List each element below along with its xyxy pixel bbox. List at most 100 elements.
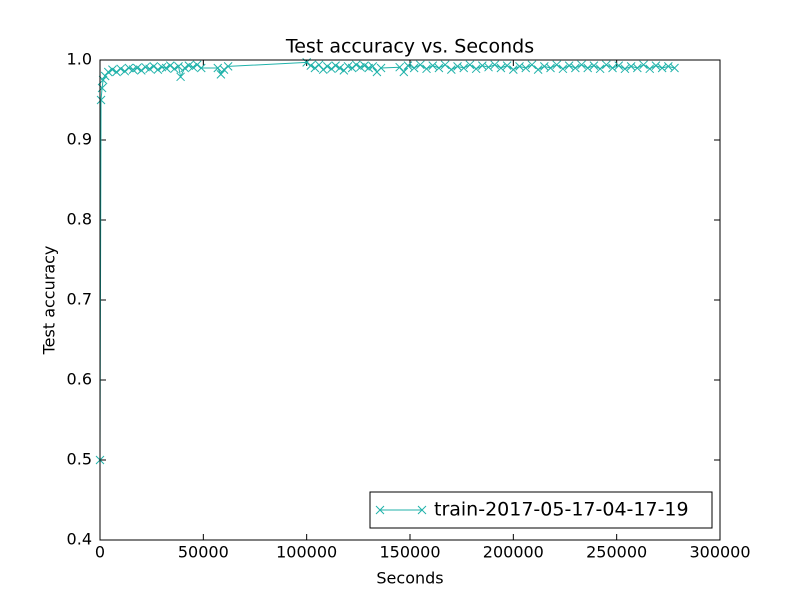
marker xyxy=(347,63,357,73)
marker xyxy=(103,67,113,77)
marker xyxy=(422,64,431,74)
marker xyxy=(188,62,198,72)
y-axis-label: Test accuracy xyxy=(40,246,59,356)
marker xyxy=(502,61,512,70)
marker xyxy=(327,64,336,74)
x-tick-label: 100000 xyxy=(276,543,337,562)
marker xyxy=(663,62,673,71)
marker xyxy=(484,62,493,72)
marker xyxy=(145,64,154,74)
y-tick-label: 0.9 xyxy=(67,130,92,149)
marker xyxy=(161,63,171,73)
x-axis-label: Seconds xyxy=(376,569,443,588)
marker xyxy=(136,66,146,75)
marker xyxy=(577,60,586,70)
marker xyxy=(149,62,159,71)
marker xyxy=(440,60,450,70)
marker xyxy=(670,63,679,73)
marker xyxy=(508,65,518,74)
marker xyxy=(213,63,223,73)
marker xyxy=(360,61,369,70)
marker xyxy=(192,60,202,70)
x-tick-label: 150000 xyxy=(379,543,440,562)
marker xyxy=(539,62,549,71)
marker xyxy=(415,60,425,70)
marker xyxy=(351,60,361,70)
marker xyxy=(651,61,661,70)
marker xyxy=(521,63,531,73)
marker xyxy=(620,64,630,74)
marker xyxy=(368,62,378,71)
marker xyxy=(570,63,580,73)
marker xyxy=(322,62,332,71)
marker xyxy=(375,505,385,515)
marker xyxy=(459,63,469,73)
marker xyxy=(116,64,126,74)
marker xyxy=(608,63,617,73)
marker xyxy=(552,60,562,70)
marker xyxy=(96,95,106,105)
marker xyxy=(153,65,163,74)
y-tick-label: 0.7 xyxy=(67,290,92,309)
marker xyxy=(645,64,655,74)
y-tick-label: 0.5 xyxy=(67,450,92,469)
marker xyxy=(558,64,568,74)
legend-label: train-2017-05-17-04-17-19 xyxy=(434,499,689,521)
y-tick-label: 0.4 xyxy=(67,530,92,549)
marker xyxy=(453,62,462,71)
x-tick-label: 200000 xyxy=(483,543,544,562)
legend: train-2017-05-17-04-17-19 xyxy=(369,491,713,529)
marker xyxy=(97,83,107,93)
marker xyxy=(496,63,506,73)
marker xyxy=(132,63,142,73)
marker xyxy=(409,63,419,73)
marker xyxy=(446,65,456,74)
marker xyxy=(490,60,500,70)
marker xyxy=(403,61,413,70)
x-tick-label: 50000 xyxy=(178,543,229,562)
marker xyxy=(527,60,537,70)
marker xyxy=(331,61,340,70)
marker xyxy=(112,67,121,77)
marker xyxy=(216,70,226,79)
marker xyxy=(564,61,574,70)
marker xyxy=(657,63,667,73)
marker xyxy=(310,63,320,73)
marker xyxy=(170,64,179,74)
marker xyxy=(632,63,642,73)
x-tick-label: 300000 xyxy=(689,543,750,562)
y-tick-label: 0.6 xyxy=(67,370,92,389)
marker xyxy=(626,62,636,71)
marker xyxy=(174,62,183,71)
marker xyxy=(428,61,438,70)
marker xyxy=(639,60,648,70)
marker xyxy=(335,63,345,73)
marker xyxy=(196,63,206,73)
marker xyxy=(176,72,185,82)
y-tick-label: 0.8 xyxy=(67,210,92,229)
marker xyxy=(583,63,593,73)
marker xyxy=(595,64,605,74)
marker xyxy=(533,65,543,74)
marker xyxy=(223,62,233,71)
marker xyxy=(100,71,110,81)
marker xyxy=(546,63,555,73)
marker xyxy=(477,61,487,70)
marker xyxy=(165,61,175,70)
marker xyxy=(376,63,386,73)
marker xyxy=(219,65,229,74)
y-tick-label: 1.0 xyxy=(67,50,92,69)
marker xyxy=(515,62,524,71)
chart-title: Test accuracy vs. Seconds xyxy=(285,36,534,58)
marker xyxy=(120,66,130,76)
x-tick-label: 0 xyxy=(95,543,105,562)
marker xyxy=(399,67,409,77)
marker xyxy=(318,65,328,74)
marker xyxy=(417,505,427,515)
marker xyxy=(614,61,624,70)
x-tick-label: 250000 xyxy=(586,543,647,562)
marker xyxy=(601,60,611,70)
legend-box xyxy=(369,491,713,529)
marker xyxy=(471,64,481,74)
marker xyxy=(180,63,190,73)
